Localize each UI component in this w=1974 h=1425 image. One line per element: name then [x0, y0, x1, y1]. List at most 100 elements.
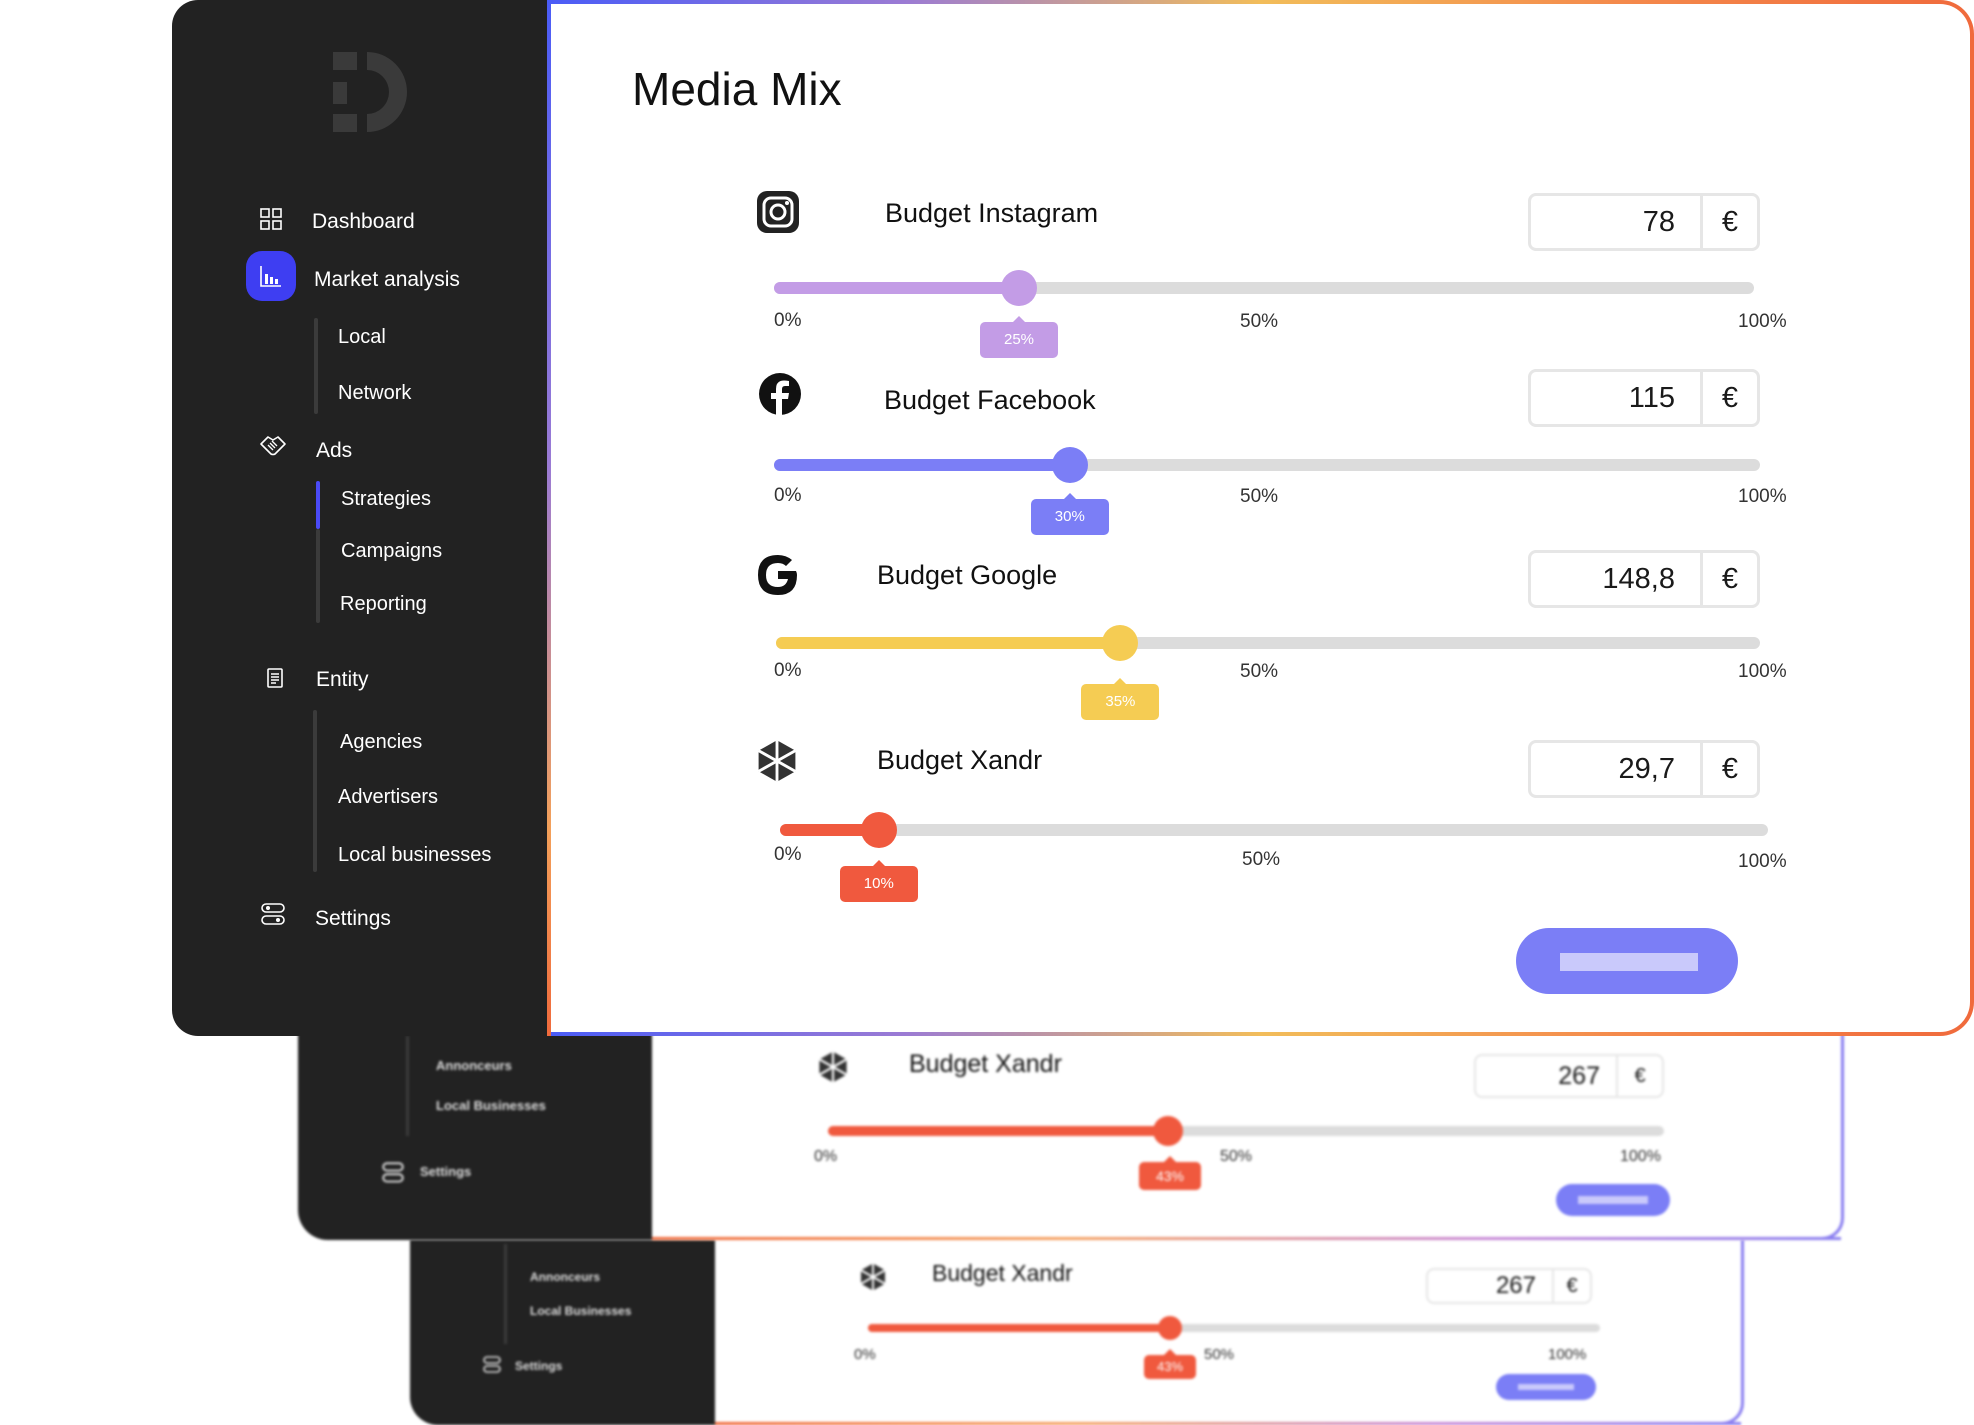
slider-fill: [774, 459, 1070, 471]
submenu-line: [314, 318, 318, 414]
main-panel-border: [547, 0, 1974, 1036]
confirm-button[interactable]: [1516, 928, 1738, 994]
xandr-icon: [818, 1051, 848, 1083]
stacked-budget-field[interactable]: 267 €: [1426, 1268, 1592, 1304]
stacked-budget-value[interactable]: 267: [1558, 1062, 1600, 1090]
sidebar-item-strategies[interactable]: Strategies: [341, 488, 432, 510]
budget-xandr-value[interactable]: 29,7: [1618, 753, 1675, 785]
chart-icon: [260, 266, 281, 287]
currency-label: €: [1721, 753, 1739, 785]
toggle-icon: [382, 1162, 404, 1183]
budget-google-field[interactable]: 148,8 €: [1528, 550, 1760, 608]
budget-instagram-field[interactable]: 78 €: [1528, 193, 1760, 251]
percent-bubble: 43%: [1139, 1156, 1201, 1190]
stacked-budget-value[interactable]: 267: [1495, 1272, 1536, 1299]
slider-thumb[interactable]: [1102, 625, 1139, 661]
slider-thumb[interactable]: [1158, 1316, 1182, 1340]
main-panel: [551, 4, 1970, 1032]
slider-fill: [780, 824, 879, 836]
budget-instagram-value[interactable]: 78: [1642, 206, 1675, 238]
slider-fill: [774, 282, 1019, 294]
sidebar-item-advertisers[interactable]: Advertisers: [338, 786, 439, 808]
scale-min: 0%: [774, 485, 802, 506]
stacked-row-label: Budget Xandr: [909, 1050, 1062, 1078]
sidebar: [172, 0, 550, 1036]
percent-bubble: 30%: [1030, 493, 1109, 535]
sidebar-item-local-businesses[interactable]: Local businesses: [338, 844, 492, 866]
stacked-budget-field[interactable]: 267 €: [1474, 1054, 1664, 1098]
percent-bubble: 43%: [1144, 1349, 1196, 1379]
xandr-slider[interactable]: [780, 812, 1768, 848]
currency-label: €: [1566, 1275, 1578, 1297]
stacked-sidebar-item[interactable]: Annonceurs: [530, 1270, 601, 1284]
stacked-divider: [504, 1244, 507, 1344]
stacked-settings-label[interactable]: Settings: [420, 1164, 472, 1179]
confirm-button-placeholder: [1560, 953, 1698, 971]
stacked-settings-label[interactable]: Settings: [515, 1359, 563, 1373]
row-label-xandr: Budget Xandr: [877, 745, 1043, 775]
scale-mid: 50%: [1240, 311, 1279, 332]
stacked-sidebar-item[interactable]: Local Businesses: [436, 1098, 546, 1113]
stacked-row-label: Budget Xandr: [932, 1260, 1073, 1286]
page-title: Media Mix: [632, 63, 842, 115]
stacked-divider: [406, 1036, 409, 1136]
document-icon: [267, 668, 283, 688]
google-icon: [758, 555, 797, 595]
scale-min: 0%: [854, 1346, 876, 1363]
confirm-button[interactable]: [1556, 1184, 1670, 1216]
sidebar-item-settings[interactable]: Settings: [315, 907, 391, 930]
submenu-line-active: [316, 481, 320, 529]
stacked-card-middle: Annonceurs Local Businesses Settings Bud…: [298, 1010, 1844, 1240]
percent-bubble: 10%: [839, 860, 918, 902]
row-label-facebook: Budget Facebook: [884, 385, 1096, 415]
slider-thumb[interactable]: [860, 812, 897, 848]
slider-thumb[interactable]: [1051, 447, 1088, 483]
handshake-icon: [260, 436, 286, 456]
toggle-icon: [261, 903, 285, 925]
sidebar-item-agencies[interactable]: Agencies: [340, 731, 423, 753]
sidebar-item-local[interactable]: Local: [338, 326, 386, 348]
stacked-slider[interactable]: [828, 1116, 1664, 1146]
slider-thumb[interactable]: [1001, 270, 1037, 306]
stacked-sidebar-item[interactable]: Annonceurs: [436, 1058, 512, 1073]
dashboard-icon: [260, 208, 282, 230]
facebook-slider[interactable]: [774, 447, 1760, 483]
currency-label: €: [1634, 1065, 1646, 1087]
percent-bubble: 25%: [980, 316, 1058, 358]
sidebar-item-ads[interactable]: Ads: [316, 439, 353, 462]
google-slider[interactable]: [776, 625, 1760, 661]
confirm-button[interactable]: [1496, 1374, 1596, 1400]
scale-max: 100%: [1738, 661, 1787, 682]
xandr-icon: [860, 1263, 886, 1291]
active-indicator: [246, 251, 296, 301]
stacked-sidebar: [298, 1010, 652, 1240]
instagram-icon: [757, 191, 799, 233]
scale-mid: 50%: [1204, 1346, 1235, 1363]
budget-google-value[interactable]: 148,8: [1602, 563, 1675, 595]
instagram-slider[interactable]: [774, 270, 1754, 306]
sidebar-item-campaigns[interactable]: Campaigns: [341, 540, 443, 562]
budget-facebook-field[interactable]: 115 €: [1528, 369, 1760, 427]
scale-min: 0%: [774, 844, 802, 865]
row-label-google: Budget Google: [877, 560, 1058, 590]
sidebar-item-reporting[interactable]: Reporting: [340, 593, 427, 615]
row-label-instagram: Budget Instagram: [885, 198, 1099, 228]
scale-max: 100%: [1548, 1346, 1587, 1363]
slider-thumb[interactable]: [1153, 1116, 1183, 1146]
percent-bubble: 35%: [1081, 678, 1160, 720]
budget-xandr-field[interactable]: 29,7 €: [1528, 740, 1760, 798]
scale-max: 100%: [1738, 311, 1787, 332]
stacked-card-back: Annonceurs Local Businesses Settings Bud…: [410, 1240, 1744, 1425]
budget-facebook-value[interactable]: 115: [1628, 382, 1675, 414]
scale-max: 100%: [1738, 851, 1787, 872]
scale-mid: 50%: [1242, 849, 1281, 870]
stacked-sidebar-item[interactable]: Local Businesses: [530, 1304, 632, 1318]
sidebar-item-entity[interactable]: Entity: [316, 668, 369, 691]
xandr-icon: [757, 740, 797, 782]
sidebar-item-market-analysis[interactable]: Market analysis: [314, 268, 460, 291]
brand-logo: [333, 52, 407, 132]
sidebar-item-dashboard[interactable]: Dashboard: [312, 210, 415, 233]
currency-label: €: [1721, 563, 1739, 595]
stacked-slider[interactable]: [868, 1316, 1600, 1340]
sidebar-item-network[interactable]: Network: [338, 382, 412, 404]
